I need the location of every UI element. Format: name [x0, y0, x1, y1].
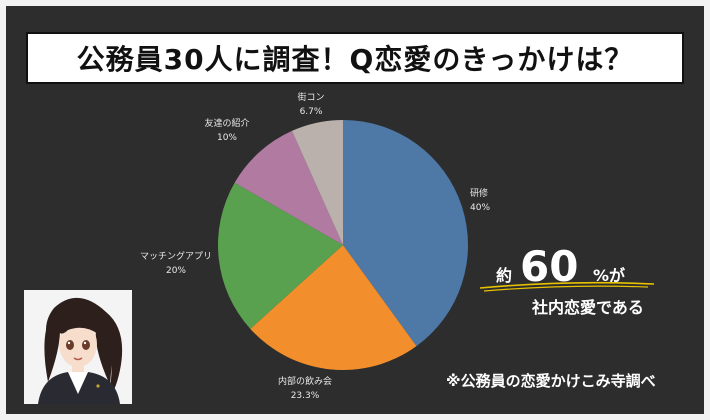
slice-percent-label: 20% [166, 266, 186, 276]
pie-slice [234, 130, 343, 245]
pie-slice [291, 120, 343, 245]
slice-label: 内部の飲み会 [278, 375, 332, 387]
callout-subtext: 社内恋愛である [532, 298, 644, 317]
avatar-illustration [24, 290, 132, 404]
pie-slice [250, 245, 417, 370]
source-note: ※公務員の恋愛かけこみ寺調べ [446, 372, 656, 390]
slice-label: マッチングアプリ [140, 250, 212, 262]
title-box: 公務員30人に調査！Q恋愛のきっかけは？ [26, 32, 684, 84]
callout-prefix: 約 [496, 266, 513, 285]
slice-label: 友達の紹介 [204, 117, 249, 129]
slice-percent-label: 40% [470, 203, 490, 213]
chart-title: 公務員30人に調査！Q恋愛のきっかけは？ [76, 43, 634, 76]
callout-suffix: %が [593, 266, 626, 285]
pie-slice [218, 182, 343, 329]
pie-slice [343, 120, 469, 347]
slice-label: 研修 [470, 187, 488, 199]
slice-label: 街コン [297, 91, 324, 103]
slice-percent-label: 6.7% [300, 107, 323, 117]
slice-percent-label: 23.3% [291, 391, 320, 401]
slice-percent-label: 10% [217, 133, 237, 143]
callout-underline [479, 281, 655, 292]
